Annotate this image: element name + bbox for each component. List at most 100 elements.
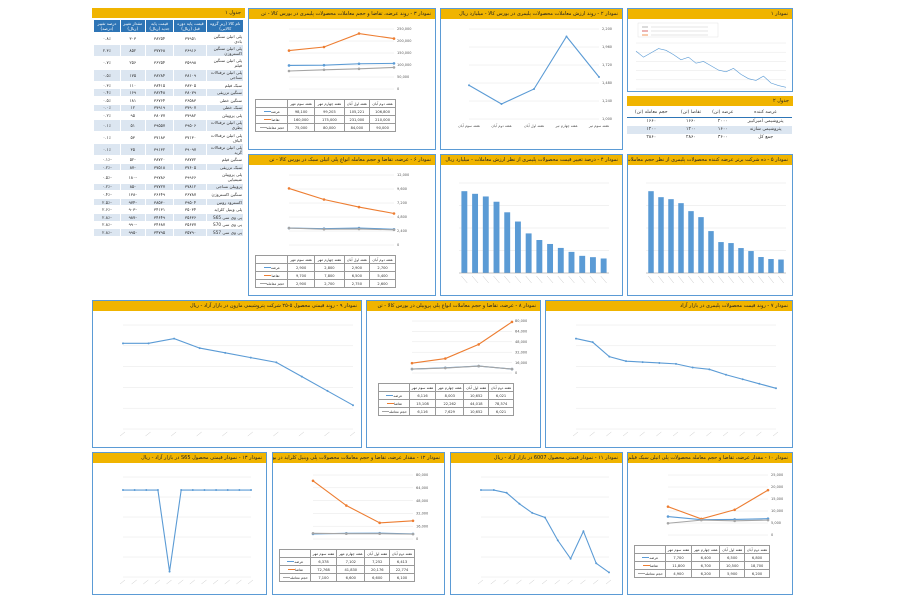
data-table-header-row: هفته سوم مهر هفته چهارم مهر هفته اول آبان ه…	[634, 545, 770, 554]
series-line	[312, 532, 414, 535]
y-tick-label: 0	[397, 87, 399, 91]
data-point	[582, 530, 585, 533]
data-table-cell: 6,500	[719, 553, 746, 562]
data-table-header: هفته دوم آبان	[744, 545, 770, 554]
table1-cell: پلی پروپیلن	[206, 111, 244, 120]
series-line	[288, 187, 395, 215]
data-point	[444, 357, 447, 360]
table2-header-cell: حجم معامله (تن)	[627, 108, 676, 118]
chart7-panel: نمودار ۷ - روند قیمت محصولات پلیمری در ب…	[545, 300, 793, 448]
y-tick-label: 1,960	[602, 45, 612, 49]
date-tick-placeholder	[145, 431, 151, 437]
chart-bar	[514, 221, 521, 273]
date-tick-placeholder	[222, 431, 228, 437]
data-point	[608, 355, 611, 358]
table1-cell: ۳۹۵۵۷	[144, 118, 175, 132]
date-tick-placeholder	[154, 579, 161, 585]
data-point	[544, 516, 546, 519]
table1-cell: ۱۶۹	[119, 88, 146, 97]
data-table-cell: 6,500	[343, 271, 371, 280]
data-table-header: هفته چهارم مهر	[314, 99, 345, 108]
chart2-title: نمودار ۲ - روند ارزش معاملات محصولات پلی…	[441, 9, 622, 19]
table-row: پلی اتیلن سنگین بادی ۳۷۹۵۱ ۳۸۲۵۴ ۳۰۳ ۰.۸٪	[93, 31, 244, 46]
data-table-series-label: عرضه	[378, 391, 410, 400]
data-point	[691, 366, 694, 369]
legend-swatch	[259, 282, 267, 285]
series-line	[312, 480, 414, 524]
data-table-cell: 6,378	[309, 557, 338, 566]
date-tick-placeholder	[224, 579, 230, 585]
series-name: تقاضا	[649, 563, 658, 568]
data-point	[392, 62, 396, 65]
table2-cell: پتروشیمی شازند	[739, 125, 792, 134]
table2-cell: ۳۶۰۰	[717, 134, 728, 140]
y-tick-label: 1,000	[602, 117, 612, 121]
series-name: تقاضا	[294, 567, 303, 572]
data-point	[598, 76, 600, 78]
y-tick-label: 25,000	[771, 473, 783, 477]
x-tick-label: هفته سوم آبان	[458, 123, 480, 129]
legend-swatch	[264, 118, 272, 121]
data-point	[625, 360, 627, 363]
table-row: سنگین فیلم ۳۸۷۷۲ ۳۸۷۲۰ -۵۲ -۰.۱٪	[93, 155, 244, 164]
table1-cell: ۲.۳٪	[93, 44, 121, 58]
date-tick-placeholder	[554, 579, 560, 585]
legend-box	[637, 22, 719, 38]
table1-cell: ۱۸۱	[119, 95, 146, 105]
table1-cell: ۳۹۷۸۶	[144, 170, 175, 184]
data-table-corner	[255, 255, 288, 264]
data-table-corner	[378, 383, 410, 392]
data-point	[122, 489, 124, 492]
table1-cell: ۳۸۲۵۴	[144, 31, 175, 46]
data-table-cell: 7,102	[336, 557, 366, 566]
table1-cell: ۳۸۰۷۹	[173, 88, 208, 97]
c9-svg	[119, 324, 356, 437]
table1-cell: پلی اتیلن ترفتالات الیاف	[206, 130, 244, 145]
date-tick-placeholder	[170, 431, 177, 437]
table-row: پی وی سی S65 ۳۵۶۳۶ ۳۴۶۴۹ -۹۸۷ -۲.۸٪	[93, 213, 244, 222]
y-tick-label: 20,000	[771, 485, 783, 489]
data-point	[322, 227, 326, 231]
table-row: عرضه 98,100 99,203 105,221 106,800	[255, 107, 396, 116]
data-point	[249, 356, 252, 359]
data-table-header-row: هفته سوم مهر هفته چهارم مهر هفته اول آبان ه…	[255, 99, 396, 108]
data-point	[357, 205, 361, 209]
data-point	[410, 367, 414, 371]
data-table-cell: 41,830	[336, 565, 366, 574]
table1-cell: ۳۸۲۴۸	[144, 88, 175, 97]
data-point	[145, 489, 148, 492]
table1-cell: ۰.۵٪	[93, 95, 121, 105]
data-point	[326, 389, 329, 392]
data-table-cell: 6,200	[744, 569, 770, 578]
table1-cell: ۳۷۹۵۱	[173, 31, 208, 46]
table1-cell: سبک فیلم	[206, 80, 244, 90]
table-row: جمع کل ۳۶۰۰ ۲۸۶۰ ۲۸۶۰	[627, 134, 792, 142]
date-tick-placeholder	[166, 579, 172, 585]
table1-cell: -۰.۲٪	[93, 182, 121, 192]
table2-header-cell: عرضه (تن)	[706, 108, 740, 118]
table1-cell: پی وی سی S65	[206, 213, 244, 222]
chart6-title: نمودار ۶ - عرضه، تقاضا و حجم معامله انوا…	[249, 155, 435, 165]
table1-cell: ۳۸۲۸۴	[144, 68, 175, 82]
data-table-cell: 7,800	[314, 271, 345, 280]
data-point	[658, 361, 661, 364]
date-tick-placeholder	[201, 579, 207, 585]
data-table-cell: 6,413	[389, 557, 415, 566]
table1-cell: ۳۷۵۱۸	[144, 162, 175, 172]
data-table-series-label: عرضه	[634, 553, 666, 562]
data-point	[287, 69, 291, 73]
data-point	[300, 375, 303, 378]
data-point	[322, 45, 326, 49]
table-row: پی وی سی S70 ۳۵۶۷۷ ۳۴۶۸۷ -۹۹۰ -۲.۸٪	[93, 220, 244, 230]
data-table-cell: 2,750	[343, 279, 371, 288]
series-line	[468, 35, 600, 105]
y-tick-label: 16,000	[416, 524, 428, 528]
data-point	[725, 373, 727, 376]
data-table-cell: 98,100	[286, 107, 316, 116]
table1-cell: ۵۱	[119, 118, 146, 132]
table1-cell: ۳۸۷۲۰	[144, 155, 175, 164]
tick-label-placeholder	[589, 275, 597, 284]
data-point	[392, 228, 396, 232]
data-point	[477, 343, 480, 346]
table1-cell: ۰.۳٪	[93, 80, 121, 90]
